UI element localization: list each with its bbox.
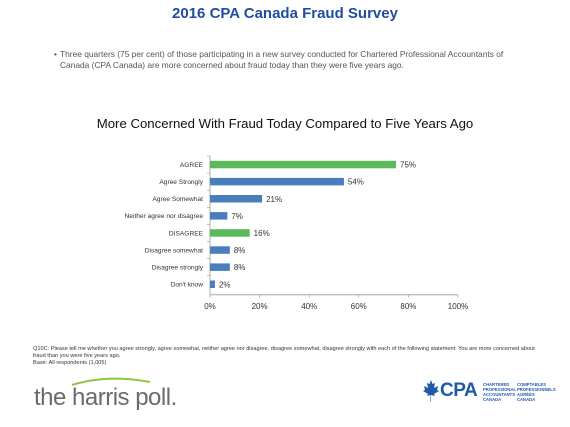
category-label: Neither agree nor disagree (125, 213, 204, 220)
summary-text: Three quarters (75 per cent) of those pa… (60, 49, 504, 70)
cpa-french-text: COMPTABLES PROFESSIONNELS AGRÉÉS CANADA (517, 382, 556, 402)
x-tick-label: 80% (400, 302, 416, 311)
harris-wordmark: the harris poll. (34, 384, 177, 411)
category-label: Don't know (171, 282, 204, 289)
data-label: 21% (266, 195, 282, 204)
category-label: DISAGREE (169, 230, 204, 237)
footnote-base: Base: All respondents (1,005) (33, 360, 107, 366)
chart-title: More Concerned With Fraud Today Compared… (96, 116, 474, 131)
footnote: Q10C: Please tell me whether you agree s… (33, 346, 543, 367)
bar (210, 212, 228, 220)
category-label: Disagree strongly (152, 264, 204, 271)
data-label: 54% (348, 178, 364, 187)
harris-poll-logo: the harris poll. (32, 376, 182, 416)
bar (210, 246, 230, 254)
cpa-wordmark: CPA (440, 380, 478, 401)
bar (210, 263, 230, 271)
category-label: Agree Somewhat (152, 196, 203, 203)
bar (210, 229, 250, 237)
data-label: 8% (234, 263, 246, 272)
data-label: 16% (254, 229, 270, 238)
data-label: 75% (400, 161, 416, 170)
slide-title: 2016 CPA Canada Fraud Survey (172, 5, 398, 22)
x-tick-label: 0% (204, 302, 216, 311)
x-tick-label: 20% (252, 302, 268, 311)
summary-bullet: • Three quarters (75 per cent) of those … (54, 49, 530, 71)
bar (210, 280, 215, 288)
data-label: 2% (219, 280, 231, 289)
cpa-canada-logo: CPA CHARTERED PROFESSIONAL ACCOUNTANTS C… (423, 377, 556, 409)
category-label: Disagree somewhat (145, 247, 203, 254)
data-label: 7% (231, 212, 243, 221)
x-tick-label: 40% (301, 302, 317, 311)
data-label: 8% (234, 246, 246, 255)
cpa-english-text: CHARTERED PROFESSIONAL ACCOUNTANTS CANAD… (483, 382, 517, 402)
bar (210, 195, 263, 203)
bar (210, 160, 396, 169)
footnote-question: Q10C: Please tell me whether you agree s… (33, 346, 535, 359)
category-label: AGREE (180, 162, 204, 169)
harris-swoosh-icon (71, 377, 151, 386)
bullet-marker: • (54, 49, 57, 59)
category-label: Agree Strongly (159, 179, 203, 186)
bar (210, 177, 344, 186)
maple-leaf-icon (423, 380, 439, 402)
bar-chart: AGREE 75% Agree Strongly 54% Agree Somewhat 2… (125, 155, 468, 311)
x-tick-label: 100% (448, 302, 468, 311)
x-tick-label: 60% (351, 302, 367, 311)
